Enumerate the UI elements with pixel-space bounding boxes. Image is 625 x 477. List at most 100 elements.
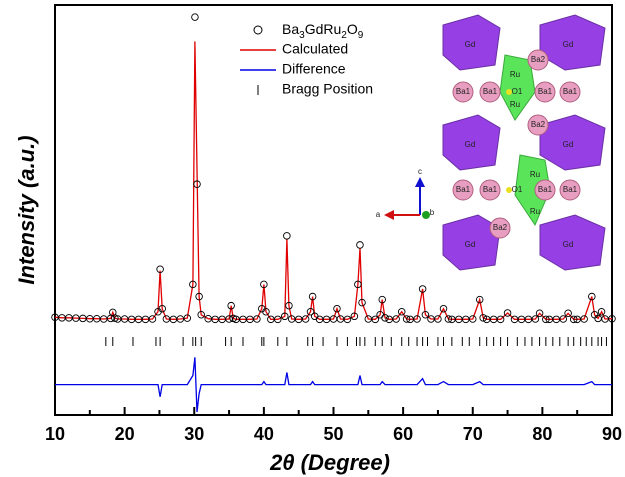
ba-atom [534, 179, 556, 201]
observed-point [354, 280, 362, 289]
observed-point [496, 315, 505, 324]
atom-label: Ba1 [456, 185, 471, 194]
ba-atom [534, 81, 556, 103]
observed-point [193, 180, 201, 188]
observed-point [421, 311, 430, 319]
inset-axes [384, 177, 430, 220]
x-tick-label: 80 [532, 424, 552, 444]
atom-label: Ba1 [563, 87, 578, 96]
atom-label: Gd [563, 240, 574, 249]
observed-point [283, 232, 291, 240]
observed-point [227, 301, 235, 310]
gd-polyhedra [442, 14, 606, 271]
ba-atom [527, 49, 549, 71]
observed-point [580, 315, 588, 323]
x-tick-label: 60 [393, 424, 413, 444]
observed-point [158, 304, 166, 313]
atom-label: Ba2 [531, 55, 546, 64]
atom-label: Ru [530, 207, 540, 216]
observed-point [413, 315, 421, 323]
ba-atom [489, 217, 511, 239]
observed-point [475, 295, 484, 304]
observed-point [301, 315, 310, 323]
legend-label: Ba3GdRu2O9 [282, 21, 364, 41]
x-tick-label: 40 [254, 424, 274, 444]
legend-label: Bragg Position [282, 81, 373, 97]
x-tick-label: 90 [602, 424, 622, 444]
atom-label: Ba1 [483, 185, 498, 194]
atom-label: Ba1 [538, 87, 553, 96]
observed-point [503, 309, 512, 317]
observed-point [183, 314, 192, 322]
x-tick-label: 30 [184, 424, 204, 444]
x-tick-label: 50 [323, 424, 343, 444]
legend-label: Calculated [282, 41, 348, 57]
legend-marker [253, 25, 263, 35]
observed-point [343, 315, 352, 324]
ba-atom [479, 81, 501, 103]
observed-point [559, 315, 568, 323]
observed-point [479, 314, 487, 322]
observed-point [392, 315, 400, 323]
observed-point [274, 315, 282, 324]
ba-atom [559, 179, 581, 201]
observed-point [439, 304, 448, 313]
atom-label: Ba1 [538, 185, 553, 194]
observed-point [333, 304, 341, 313]
observed-point [262, 307, 270, 316]
y-axis-label: Intensity (a.u.) [14, 135, 39, 284]
observed-point [356, 241, 364, 249]
calculated-line [54, 41, 613, 320]
observed-point [535, 309, 544, 318]
atom-label: Gd [465, 140, 476, 149]
observed-point [588, 292, 596, 301]
axis-letter: c [418, 167, 422, 176]
observed-point [444, 315, 453, 323]
observed-point [564, 309, 572, 318]
x-tick-label: 20 [115, 424, 135, 444]
axis-letter: b [430, 208, 435, 217]
x-tick-label: 10 [45, 424, 65, 444]
observed-point [434, 315, 442, 323]
observed-point [371, 315, 380, 324]
ba-atom [452, 179, 474, 201]
observed-point [378, 295, 386, 304]
o-atom [506, 89, 512, 95]
observed-point [542, 315, 550, 324]
observed-point [469, 315, 477, 323]
observed-point [358, 298, 366, 307]
crystal-structure-inset: Gd Gd Gd Gd Gd Gd Ba1 Ba1 Ba1 Ba1 Ba1 Ba1 Ba1 Ba1 Ba2 B… [440, 8, 610, 273]
atom-label: Gd [563, 140, 574, 149]
atom-label: O1 [512, 87, 523, 96]
atom-label: Ba2 [531, 120, 546, 129]
observed-point [156, 265, 164, 273]
legend-label: Difference [282, 61, 346, 77]
observed-point [281, 312, 289, 321]
observed-point [569, 315, 578, 324]
observed-point [260, 280, 268, 289]
x-tick-label: 70 [463, 424, 483, 444]
observed-point [306, 307, 315, 316]
atom-label: Gd [563, 40, 574, 49]
atom-label: O1 [512, 185, 523, 194]
observed-point [189, 280, 197, 289]
observed-point [597, 307, 606, 316]
ru-polyhedra [499, 54, 551, 227]
difference-line [55, 357, 612, 413]
x-axis-label: 2θ (Degree) [269, 450, 390, 475]
atom-label: Ba1 [563, 185, 578, 194]
observed-point [197, 311, 205, 319]
observed-point [350, 312, 359, 321]
observed-point [418, 285, 427, 293]
ba-atom [479, 179, 501, 201]
observed-point [176, 315, 185, 323]
observed-point [402, 315, 411, 323]
atom-label: Ru [510, 100, 520, 109]
ba-atom [559, 81, 581, 103]
atom-label: Ba2 [493, 223, 508, 232]
observed-point [191, 13, 199, 21]
atom-label: Ru [510, 70, 520, 79]
observed-point [531, 315, 540, 323]
atom-label: Ba1 [483, 87, 498, 96]
